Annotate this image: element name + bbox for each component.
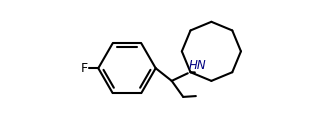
Text: HN: HN xyxy=(189,59,206,72)
Text: F: F xyxy=(80,62,88,75)
